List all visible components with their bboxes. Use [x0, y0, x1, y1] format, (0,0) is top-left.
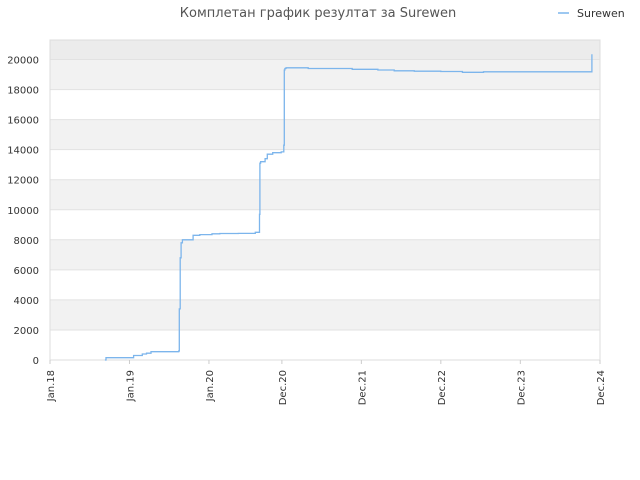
legend-label: Surewen	[577, 7, 625, 20]
plot-band	[50, 329, 600, 360]
y-tick-label: 18000	[7, 86, 39, 97]
x-tick-label: Dec.20	[278, 370, 289, 405]
plot-border	[49, 39, 601, 361]
legend[interactable]: Surewen	[558, 7, 625, 20]
x-tick-label: Dec.23	[516, 370, 527, 405]
plot-band	[50, 119, 600, 150]
y-tick-label: 0	[33, 356, 39, 367]
x-tick-label: Jan.20	[205, 370, 216, 402]
y-tick-label: 12000	[7, 176, 39, 187]
x-tick-label: Dec.24	[596, 370, 607, 405]
plot-band	[50, 239, 600, 270]
plot-band	[50, 40, 600, 60]
x-tick-label: Jan.19	[125, 370, 136, 402]
x-axis: Jan.18 Jan.19 Jan.20 Dec.20 Dec.21 Dec.22 Dec.…	[46, 360, 607, 405]
chart-title: Комплетан график резултат за Surewen	[180, 6, 456, 21]
series-line-surewen[interactable]	[104, 54, 593, 361]
x-tick-label: Jan.18	[46, 370, 57, 402]
plot-band	[50, 89, 600, 120]
y-tick-label: 20000	[7, 56, 39, 67]
plot-band	[50, 179, 600, 210]
plot-band	[50, 209, 600, 240]
y-tick-label: 6000	[14, 266, 39, 277]
plot-band	[50, 299, 600, 330]
y-tick-label: 2000	[14, 326, 39, 337]
gridlines	[49, 39, 601, 361]
y-tick-label: 14000	[7, 146, 39, 157]
y-tick-label: 4000	[14, 296, 39, 307]
plot-bands	[50, 40, 600, 360]
y-tick-label: 10000	[7, 206, 39, 217]
plot-band	[50, 269, 600, 300]
y-axis: 0 2000 4000 6000 8000 10000 12000 14000 16000 180…	[7, 56, 39, 367]
x-tick-label: Dec.22	[437, 370, 448, 405]
series-group	[104, 54, 593, 361]
y-tick-label: 8000	[14, 236, 39, 247]
plot-band	[50, 149, 600, 180]
y-tick-label: 16000	[7, 116, 39, 127]
x-tick-label: Dec.21	[357, 370, 368, 405]
plot-band	[50, 59, 600, 90]
